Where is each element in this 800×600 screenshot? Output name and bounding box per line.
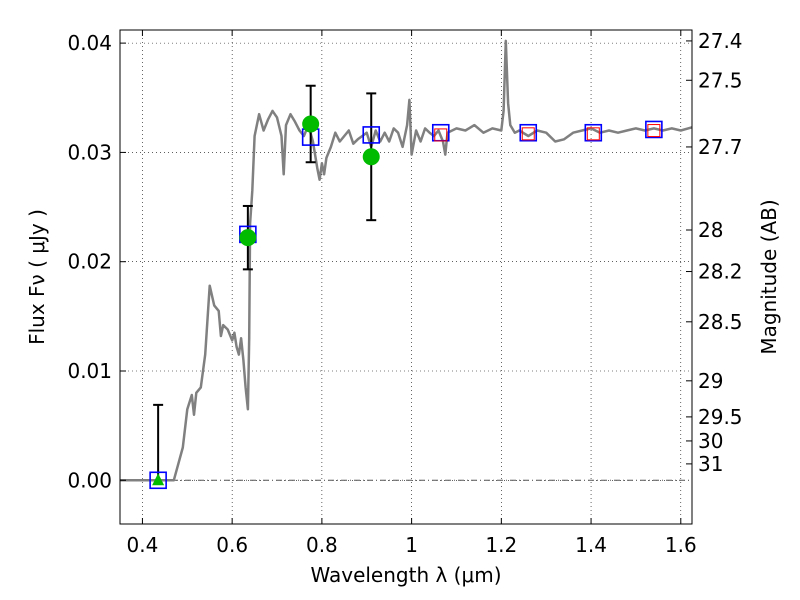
grid-lines bbox=[120, 30, 692, 524]
x-axis-title: Wavelength λ (μm) bbox=[310, 563, 501, 587]
y-axis-title: Flux Fν ( μJy ) bbox=[25, 209, 49, 345]
plot-frame bbox=[119, 29, 693, 525]
right-tick-label: 28.5 bbox=[698, 310, 743, 334]
x-tick-label: 0.4 bbox=[127, 533, 159, 557]
x-tick-label: 1.4 bbox=[575, 533, 607, 557]
y-tick-label: 0.03 bbox=[67, 140, 112, 164]
right-tick-label: 27.7 bbox=[698, 135, 743, 159]
x-tick-label: 1.2 bbox=[485, 533, 517, 557]
fit-point-square bbox=[521, 127, 535, 141]
observed-flux-point bbox=[362, 148, 380, 166]
x-tick-label: 0.8 bbox=[306, 533, 338, 557]
model-photometry-square bbox=[149, 471, 167, 490]
observed-flux-point bbox=[239, 229, 257, 247]
x-tick-label: 0.6 bbox=[216, 533, 248, 557]
y-tick-label: 0.00 bbox=[67, 468, 112, 492]
model-photometry-square bbox=[584, 123, 603, 142]
x-tick-label: 1 bbox=[405, 533, 418, 557]
fit-point-square bbox=[586, 127, 600, 141]
model-photometry-square bbox=[362, 126, 381, 144]
upper-limit-triangle bbox=[152, 473, 165, 486]
fit-point-square bbox=[434, 128, 448, 142]
y-tick-label: 0.02 bbox=[67, 250, 112, 274]
right-tick-label: 29 bbox=[698, 369, 723, 393]
y-tick-label: 0.04 bbox=[67, 31, 112, 55]
model-photometry-square bbox=[645, 120, 663, 139]
x-axis-ticks: 0.4 0.6 0.8 1 1.2 1.4 1.6 bbox=[127, 30, 697, 557]
observed-flux-point bbox=[302, 115, 320, 133]
right-axis-title: Magnitude (AB) bbox=[757, 199, 781, 354]
right-tick-label: 30 bbox=[698, 429, 723, 453]
fit-point-square bbox=[647, 124, 661, 138]
x-tick-label: 1.6 bbox=[665, 533, 697, 557]
model-spectrum-line bbox=[120, 39, 693, 482]
right-tick-label: 29.5 bbox=[698, 405, 743, 429]
right-tick-label: 31 bbox=[698, 452, 723, 476]
model-photometry-square bbox=[519, 123, 538, 142]
right-tick-label: 28.2 bbox=[698, 260, 743, 284]
photometry-marks bbox=[149, 84, 663, 490]
right-tick-label: 27.5 bbox=[698, 68, 743, 92]
y-axis-ticks: 0.00 0.01 0.02 0.03 0.04 bbox=[67, 31, 126, 492]
right-tick-label: 28 bbox=[698, 218, 723, 242]
y-tick-label: 0.01 bbox=[67, 359, 112, 383]
right-tick-label: 27.4 bbox=[698, 29, 743, 53]
